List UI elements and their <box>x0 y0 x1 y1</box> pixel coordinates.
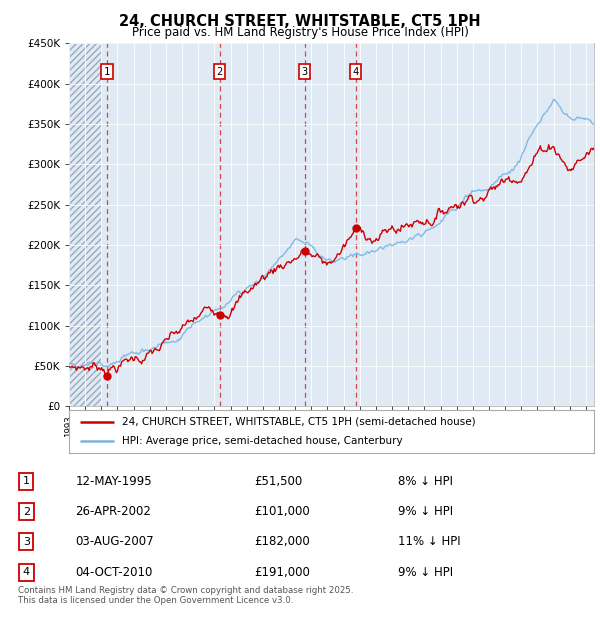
Text: 2: 2 <box>217 66 223 77</box>
Text: 3: 3 <box>302 66 308 77</box>
Text: Contains HM Land Registry data © Crown copyright and database right 2025.
This d: Contains HM Land Registry data © Crown c… <box>18 586 353 605</box>
Text: Price paid vs. HM Land Registry's House Price Index (HPI): Price paid vs. HM Land Registry's House … <box>131 26 469 39</box>
Text: 04-OCT-2010: 04-OCT-2010 <box>76 565 153 578</box>
Text: 3: 3 <box>23 537 30 547</box>
Text: 9% ↓ HPI: 9% ↓ HPI <box>398 565 453 578</box>
Text: 8% ↓ HPI: 8% ↓ HPI <box>398 475 453 488</box>
Text: 1: 1 <box>23 476 30 487</box>
Bar <box>69 43 101 406</box>
Text: 12-MAY-1995: 12-MAY-1995 <box>76 475 152 488</box>
Text: £182,000: £182,000 <box>254 536 310 549</box>
Text: 24, CHURCH STREET, WHITSTABLE, CT5 1PH: 24, CHURCH STREET, WHITSTABLE, CT5 1PH <box>119 14 481 29</box>
Polygon shape <box>69 43 101 406</box>
Text: 4: 4 <box>23 567 30 577</box>
Text: £51,500: £51,500 <box>254 475 302 488</box>
Text: 1: 1 <box>104 66 110 77</box>
Text: 9% ↓ HPI: 9% ↓ HPI <box>398 505 453 518</box>
Text: £101,000: £101,000 <box>254 505 310 518</box>
Text: HPI: Average price, semi-detached house, Canterbury: HPI: Average price, semi-detached house,… <box>121 436 402 446</box>
Text: 24, CHURCH STREET, WHITSTABLE, CT5 1PH (semi-detached house): 24, CHURCH STREET, WHITSTABLE, CT5 1PH (… <box>121 417 475 427</box>
Text: 2: 2 <box>23 507 30 516</box>
Text: 4: 4 <box>353 66 359 77</box>
Text: 03-AUG-2007: 03-AUG-2007 <box>76 536 154 549</box>
Text: £191,000: £191,000 <box>254 565 310 578</box>
Text: 11% ↓ HPI: 11% ↓ HPI <box>398 536 461 549</box>
Text: 26-APR-2002: 26-APR-2002 <box>76 505 151 518</box>
